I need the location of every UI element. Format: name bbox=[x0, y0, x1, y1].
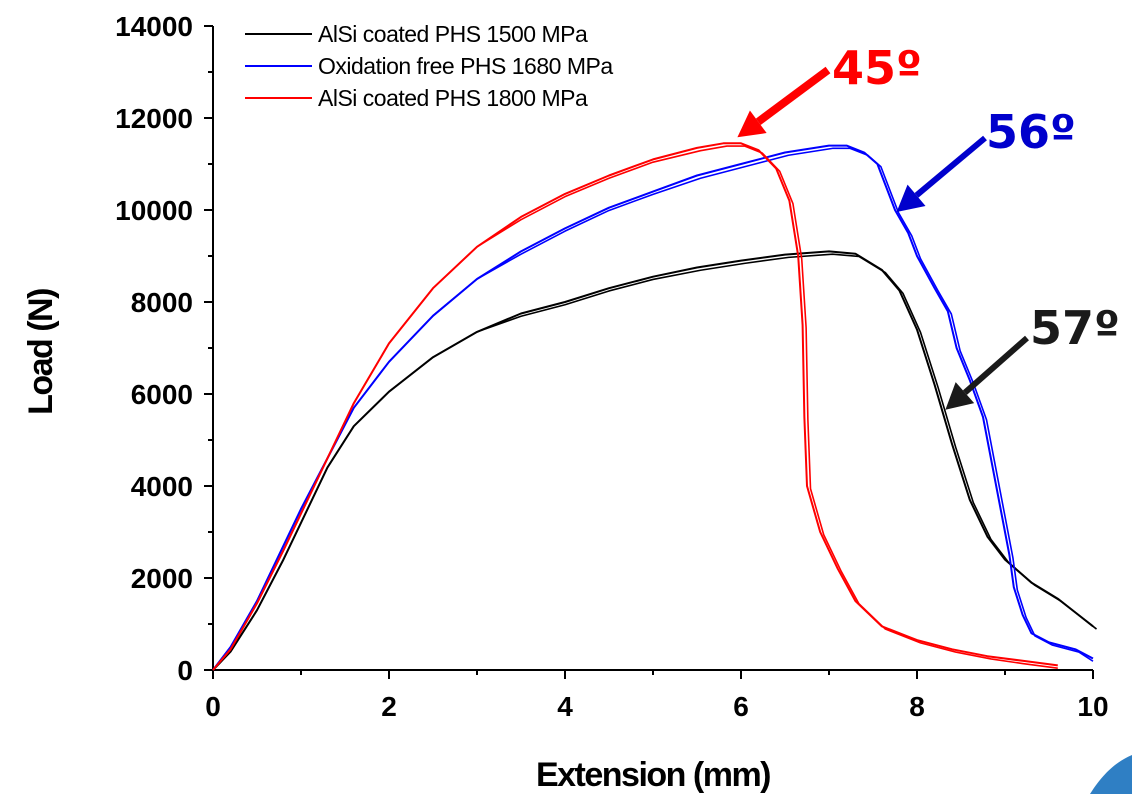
annotation-label-3: 57º bbox=[1030, 301, 1120, 355]
y-tick-label: 12000 bbox=[115, 103, 193, 134]
y-tick-label: 2000 bbox=[131, 563, 193, 594]
series-line-3-repeat bbox=[212, 145, 1058, 671]
y-tick-label: 0 bbox=[177, 655, 193, 686]
y-tick-label: 10000 bbox=[115, 195, 193, 226]
series-line-1 bbox=[212, 250, 1094, 671]
y-tick-label: 8000 bbox=[131, 287, 193, 318]
x-tick-label: 8 bbox=[909, 691, 925, 722]
legend-label-2: Oxidation free PHS 1680 MPa bbox=[318, 53, 613, 79]
annotations: 45º 56º 57º bbox=[737, 41, 1120, 410]
annotation-arrowhead-3 bbox=[945, 382, 975, 410]
corner-swoosh-icon bbox=[1090, 755, 1132, 794]
axes: 0 2000 4000 6000 8000 10000 12000 14000 0 2 4 6 8 10 bbox=[115, 11, 1108, 722]
annotation-label-1: 45º bbox=[832, 41, 922, 95]
series-line-2-repeat bbox=[212, 147, 1094, 671]
y-tick-label: 14000 bbox=[115, 11, 193, 42]
series-line-1-repeat bbox=[212, 253, 1098, 671]
series-line-3 bbox=[212, 142, 1058, 671]
y-axis-title: Load (N) bbox=[22, 289, 60, 415]
annotation-arrowhead-2 bbox=[896, 184, 926, 212]
annotation-arrowhead-1 bbox=[737, 110, 767, 138]
x-tick-label: 0 bbox=[205, 691, 221, 722]
y-tick-label: 6000 bbox=[131, 379, 193, 410]
legend: AlSi coated PHS 1500 MPa Oxidation free P… bbox=[245, 21, 614, 111]
annotation-label-2: 56º bbox=[986, 105, 1076, 159]
x-tick-label: 10 bbox=[1077, 691, 1108, 722]
annotation-arrow-1 bbox=[755, 66, 831, 126]
y-tick-label: 4000 bbox=[131, 471, 193, 502]
legend-label-1: AlSi coated PHS 1500 MPa bbox=[318, 21, 588, 47]
x-tick-label: 6 bbox=[733, 691, 749, 722]
x-tick-label: 4 bbox=[557, 691, 573, 722]
x-tick-label: 2 bbox=[381, 691, 397, 722]
series-layer bbox=[212, 142, 1098, 671]
annotation-arrow-3 bbox=[962, 335, 1029, 395]
annotation-arrow-2 bbox=[914, 135, 987, 198]
x-axis-title: Extension (mm) bbox=[536, 756, 770, 794]
series-line-2 bbox=[212, 144, 1094, 671]
legend-label-3: AlSi coated PHS 1800 MPa bbox=[318, 85, 588, 111]
